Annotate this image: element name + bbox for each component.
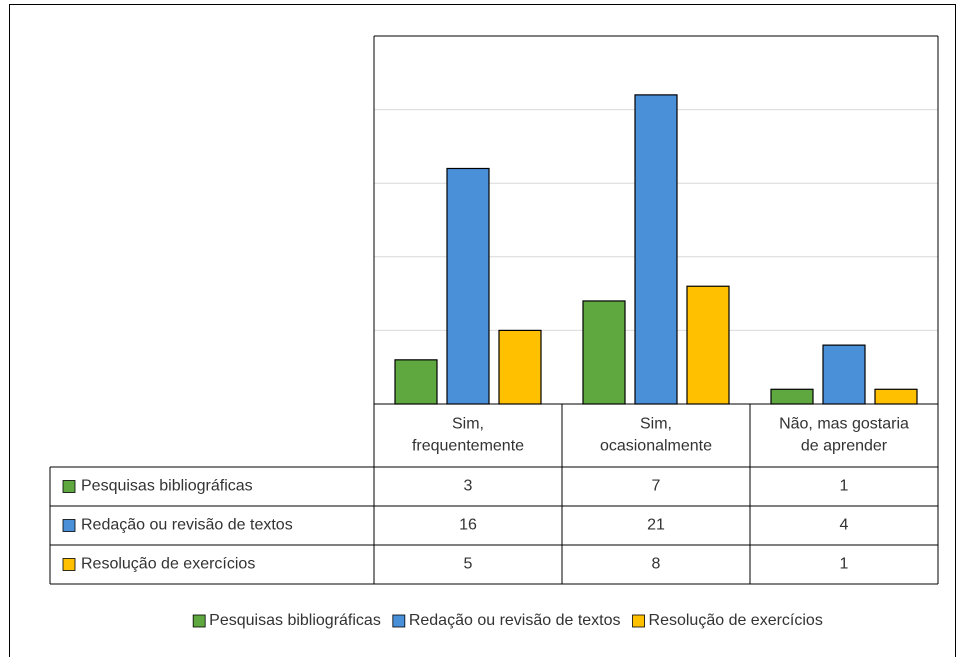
bar xyxy=(446,167,490,405)
legend-key xyxy=(192,614,206,628)
chart-border xyxy=(9,4,956,657)
table-row-label: Pesquisas bibliográficas xyxy=(81,478,253,495)
x-tick-label: Não, mas gostaria de aprender xyxy=(779,416,909,455)
table-value: 16 xyxy=(459,517,477,534)
table-legend-key xyxy=(62,519,76,532)
table-value: 3 xyxy=(464,478,473,495)
table-value: 5 xyxy=(464,556,473,573)
bar xyxy=(770,388,814,405)
bar xyxy=(686,285,730,405)
bar xyxy=(498,329,542,405)
x-tick-label: Sim, ocasionalmente xyxy=(600,416,712,455)
legend-key xyxy=(632,614,645,628)
table-value: 1 xyxy=(840,478,849,495)
legend-key xyxy=(392,614,406,628)
table-legend-key xyxy=(62,558,76,571)
table-value: 1 xyxy=(840,556,849,573)
x-tick-label: Sim, frequentemente xyxy=(412,416,524,455)
bar xyxy=(634,94,678,405)
table-value: 7 xyxy=(652,478,661,495)
bar xyxy=(822,344,866,405)
legend-label: Redação ou revisão de textos xyxy=(409,612,621,629)
table-legend-key xyxy=(62,480,76,493)
bar xyxy=(394,359,438,405)
table-value: 21 xyxy=(647,517,665,534)
table-value: 4 xyxy=(840,517,849,534)
table-row-label: Redação ou revisão de textos xyxy=(81,517,293,534)
bar xyxy=(582,300,626,405)
table-row-label: Resolução de exercícios xyxy=(81,556,255,573)
legend-label: Pesquisas bibliográficas xyxy=(209,612,381,629)
table-value: 8 xyxy=(652,556,661,573)
bar xyxy=(874,388,918,405)
legend-label: Resolução de exercícios xyxy=(649,612,823,629)
